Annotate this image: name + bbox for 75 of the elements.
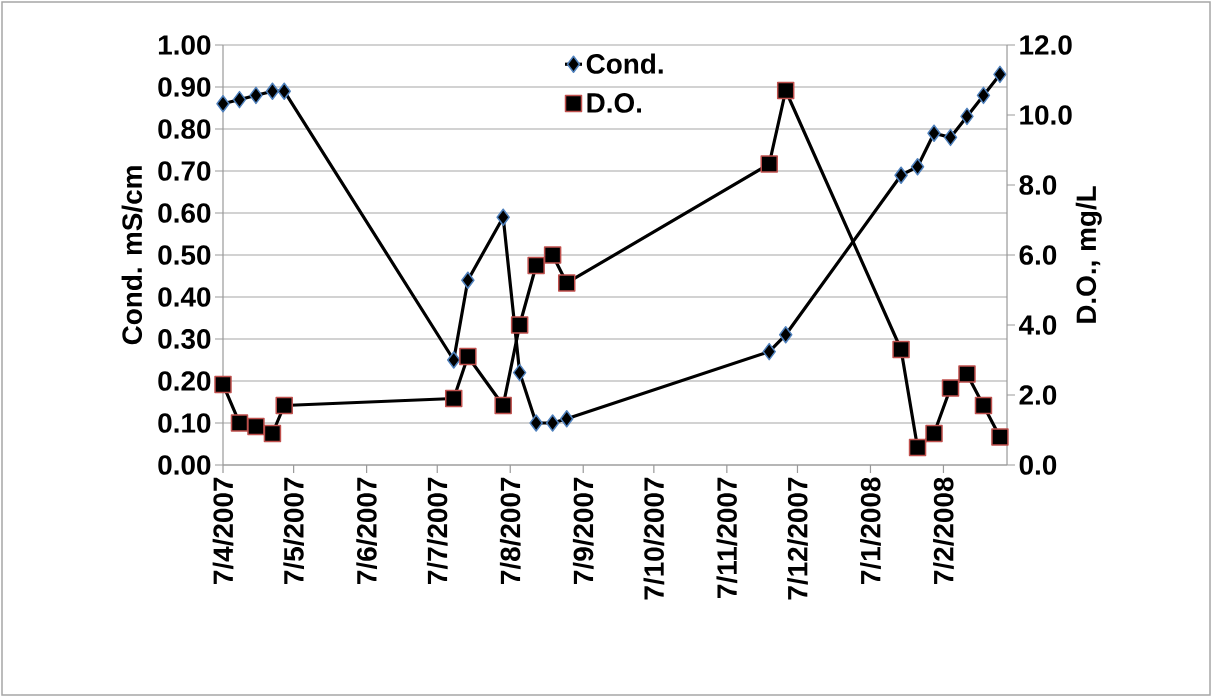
point xyxy=(494,396,512,415)
point xyxy=(993,65,1007,84)
y2-tick-label: 4.0 xyxy=(1018,315,1057,335)
point xyxy=(249,86,263,105)
point xyxy=(943,128,958,147)
x-tick-label: 7/2/2008 xyxy=(933,477,954,584)
point xyxy=(760,155,778,173)
point xyxy=(512,363,527,382)
y-tick-label: 0.40 xyxy=(158,287,211,307)
point xyxy=(461,271,475,289)
point xyxy=(446,351,461,369)
x-tick-label: 7/7/2007 xyxy=(426,477,448,584)
point xyxy=(510,316,529,334)
point xyxy=(277,82,291,100)
y-tick-label: 0.70 xyxy=(158,161,211,181)
y2-tick-label: 8.0 xyxy=(1019,175,1057,195)
point xyxy=(778,326,793,344)
point xyxy=(527,256,545,275)
point xyxy=(214,375,232,394)
point xyxy=(557,274,576,292)
y-tick-label: 0.80 xyxy=(158,119,211,139)
point xyxy=(776,81,795,100)
x-tick-label: 7/6/2007 xyxy=(356,477,378,584)
y-tick-label: 0.10 xyxy=(158,413,211,433)
x-tick-label: 7/11/2007 xyxy=(716,477,738,598)
x-tick-label: 7/12/2007 xyxy=(787,477,808,600)
legend-label: D.O. xyxy=(587,93,642,113)
point xyxy=(216,95,230,113)
y-tick-label: 0.30 xyxy=(158,329,211,349)
point xyxy=(958,365,976,383)
point xyxy=(265,82,280,100)
legend-label: Cond. xyxy=(586,53,663,74)
point xyxy=(976,86,991,105)
point xyxy=(230,414,249,432)
x-tick-label: 7/9/2007 xyxy=(572,477,594,584)
point xyxy=(910,158,925,176)
y-axis-title: Cond. mS/cm xyxy=(121,166,143,345)
point xyxy=(925,424,943,443)
point xyxy=(459,347,477,366)
y2-tick-label: 10.0 xyxy=(1020,105,1072,125)
point xyxy=(559,410,574,428)
y2-tick-label: 2.0 xyxy=(1019,385,1057,405)
y2-tick-label: 12.0 xyxy=(1020,35,1072,55)
y-tick-label: 0.90 xyxy=(158,77,211,97)
y2-axis-title: D.O., mg/L xyxy=(1075,186,1102,323)
point xyxy=(960,107,974,126)
point xyxy=(941,379,960,397)
x-tick-label: 7/4/2007 xyxy=(212,477,234,584)
point xyxy=(908,438,927,457)
x-tick-label: 7/8/2007 xyxy=(499,477,521,584)
point xyxy=(892,340,910,359)
point xyxy=(545,414,560,432)
x-tick-label: 7/1/2008 xyxy=(860,477,881,584)
point xyxy=(444,389,463,408)
point xyxy=(762,342,776,361)
point xyxy=(275,396,293,415)
point xyxy=(232,90,247,109)
point xyxy=(529,414,543,432)
y2-tick-label: 0.0 xyxy=(1019,455,1057,475)
y-tick-label: 0.00 xyxy=(158,455,211,475)
point xyxy=(247,417,265,436)
point xyxy=(991,428,1009,446)
point xyxy=(927,124,941,142)
x-tick-label: 7/10/2007 xyxy=(643,477,665,600)
y-tick-label: 0.60 xyxy=(158,203,211,223)
point xyxy=(543,246,562,264)
y2-tick-label: 6.0 xyxy=(1019,245,1057,265)
point xyxy=(496,208,510,226)
point xyxy=(974,396,993,415)
y-tick-label: 0.20 xyxy=(158,371,211,391)
point xyxy=(894,166,908,184)
point xyxy=(263,424,282,443)
y-tick-label: 1.00 xyxy=(158,35,211,55)
x-tick-label: 7/5/2007 xyxy=(283,477,305,584)
y-tick-label: 0.50 xyxy=(158,245,211,265)
